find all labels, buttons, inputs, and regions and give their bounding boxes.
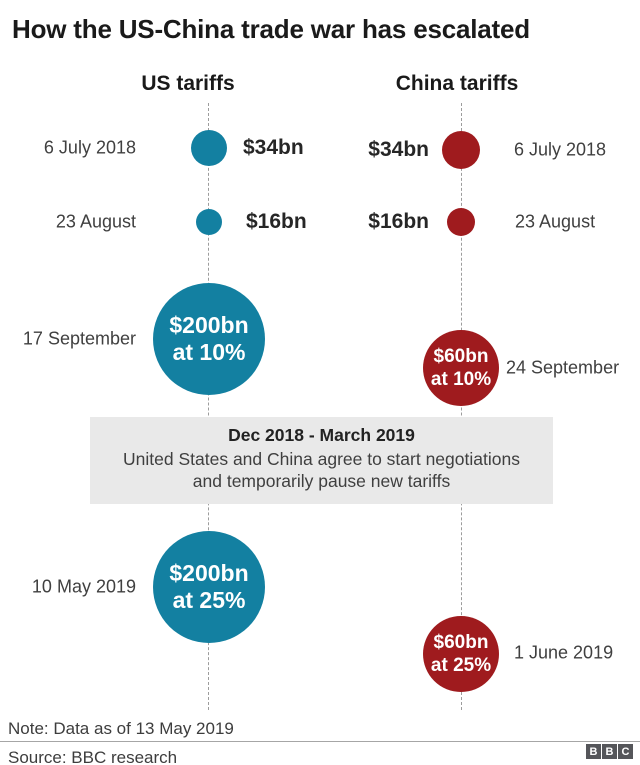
circle-text-line2: at 10% [172,339,246,365]
circle-china-34bn [442,131,480,169]
circle-text-line1: $60bn [433,632,489,653]
circle-china-60bn-10pct: $60bn at 10% [423,330,499,406]
bbc-logo-block-2: B [602,744,617,759]
circle-us-200bn-10pct: $200bn at 10% [153,283,265,395]
pause-box-body: United States and China agree to start n… [123,449,520,491]
bbc-logo-block-1: B [586,744,601,759]
date-label-china-row1: 6 July 2018 [514,139,607,160]
circle-us-200bn-25pct: $200bn at 25% [153,531,265,643]
column-header-china-tariffs: China tariffs [395,72,519,95]
circle-text-line2: at 10% [430,369,492,390]
circle-text-line1: $200bn [169,560,249,586]
circle-text-line2: at 25% [430,655,492,676]
circle-china-16bn [447,208,475,236]
column-header-us-tariffs: US tariffs [141,72,235,95]
date-label-us-row4: 10 May 2019 [31,576,136,597]
value-label-us-34bn: $34bn [243,136,304,159]
date-label-us-row2: 23 August [55,211,136,232]
circle-text-line2: at 25% [172,587,246,613]
circle-us-16bn [196,209,222,235]
source-attribution: Source: BBC research [8,748,178,765]
timeline-dashed-line-us [208,103,209,710]
circle-text-line1: $200bn [169,312,249,338]
date-label-china-row3: 24 September [506,357,620,378]
date-label-china-row2: 23 August [515,211,596,232]
pause-box-heading: Dec 2018 - March 2019 [228,425,415,445]
value-label-china-16bn: $16bn [368,210,429,233]
circle-us-34bn [191,130,227,166]
footnote: Note: Data as of 13 May 2019 [8,719,234,738]
date-label-us-row3: 17 September [22,328,136,349]
circle-text-line1: $60bn [433,346,489,367]
bbc-logo-block-3: C [618,744,633,759]
footer-divider [0,741,640,742]
date-label-china-row4: 1 June 2019 [514,642,614,663]
date-label-us-row1: 6 July 2018 [43,137,136,158]
page-title: How the US-China trade war has escalated [12,14,530,44]
timeline-dashed-line-china [461,103,462,710]
negotiation-pause-box: Dec 2018 - March 2019 United States and … [90,417,553,504]
value-label-us-16bn: $16bn [246,210,307,233]
value-label-china-34bn: $34bn [368,138,429,161]
circle-china-60bn-25pct: $60bn at 25% [423,616,499,692]
